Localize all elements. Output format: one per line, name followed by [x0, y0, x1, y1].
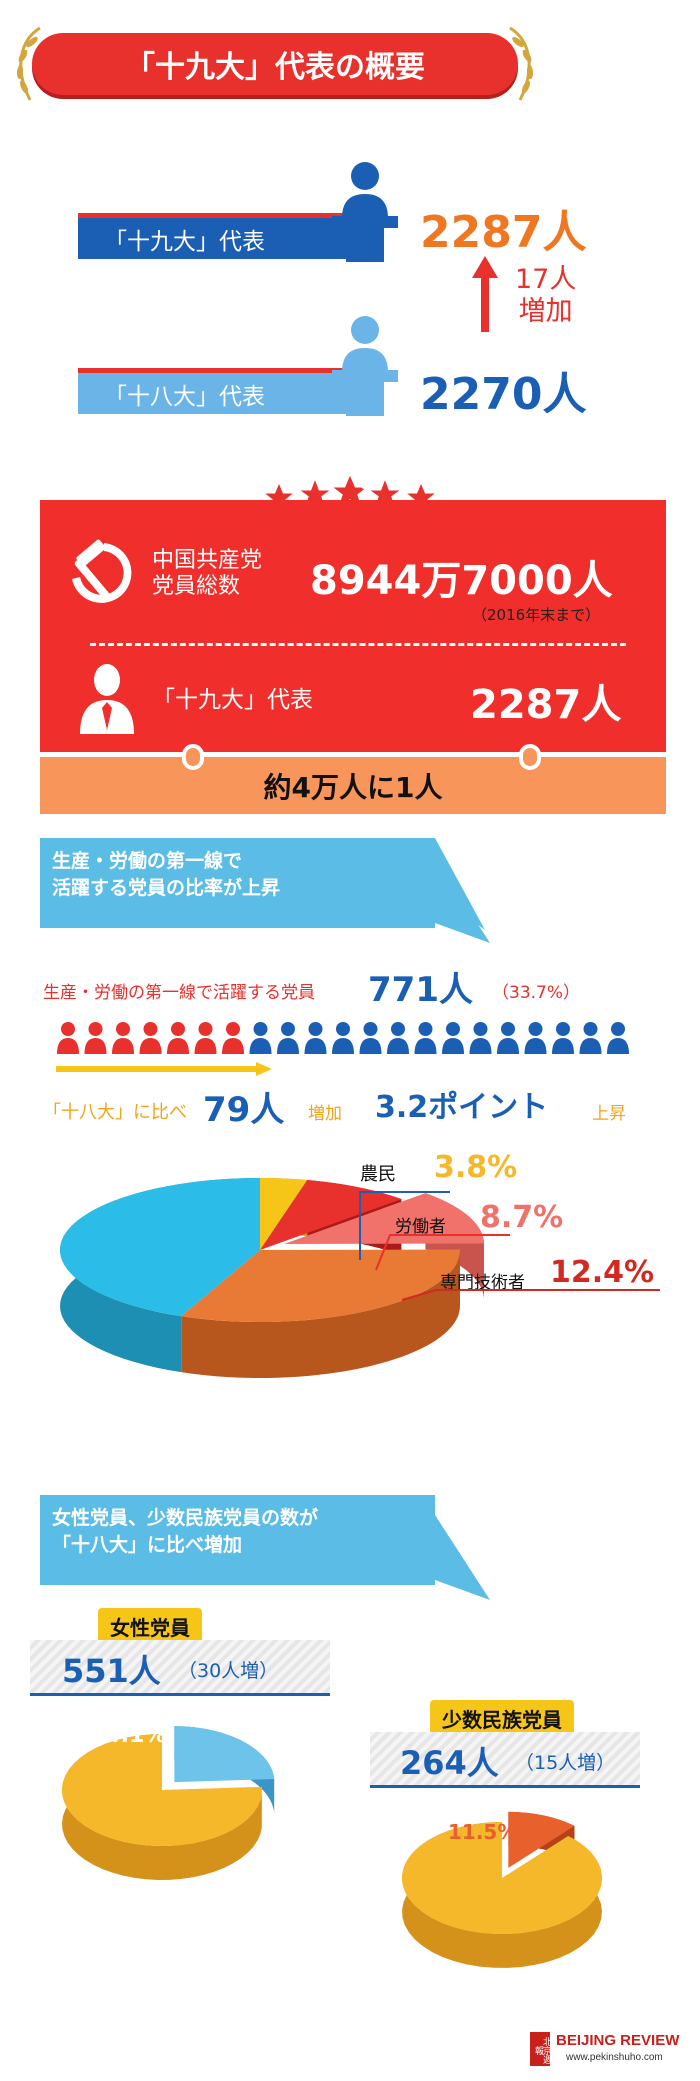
members-note: （2016年末まで）	[472, 606, 601, 624]
delegates-18-count: 2270人	[420, 369, 587, 420]
laurel-right-icon	[509, 26, 534, 101]
diversity-callout-line1: 女性党員、少数民族党員の数が	[52, 1507, 319, 1529]
points-value: 3.2ポイント	[375, 1090, 549, 1125]
frontline-stat-value: 771人	[368, 970, 473, 1010]
increase-arrow-icon	[472, 256, 498, 332]
person-icon	[414, 1022, 437, 1054]
other-b-slice	[59, 1178, 261, 1317]
minority-box	[370, 1732, 640, 1788]
women-count: 551人	[62, 1652, 161, 1690]
laurel-left-icon	[16, 26, 41, 101]
farmer-slice	[260, 1178, 308, 1250]
compare-label: 「十八大」に比べ	[43, 1102, 187, 1123]
other-a-slice	[181, 1249, 460, 1322]
divider	[90, 643, 626, 646]
minority-pie-chart	[401, 1811, 602, 1968]
technician-label: 専門技術者	[440, 1273, 525, 1293]
page-title: 「十九大」代表の概要	[32, 33, 518, 95]
increase-label: 17人 増加	[515, 264, 576, 328]
person-icon	[442, 1022, 464, 1054]
ring-right-icon	[519, 744, 541, 770]
others-slice	[401, 1822, 602, 1934]
pictogram-people	[57, 1022, 629, 1054]
technician-slice	[283, 1193, 484, 1244]
delegates-count-panel: 2287人	[470, 682, 622, 728]
delegates-19-label: 「十九大」代表	[78, 213, 368, 259]
women-slice	[174, 1726, 275, 1783]
person-icon	[607, 1022, 629, 1054]
delegate-person-icon	[80, 664, 134, 734]
farmer-label: 農民	[360, 1164, 396, 1185]
minority-slice	[508, 1811, 575, 1868]
delegates-19-count: 2287人	[420, 207, 587, 258]
person-icon	[84, 1022, 107, 1054]
person-icon	[249, 1022, 272, 1054]
members-label-line1: 中国共産党	[152, 548, 263, 573]
footer-url: www.pekinshuho.com	[566, 2052, 663, 2063]
worker-value: 8.7%	[480, 1200, 564, 1235]
person-icon	[194, 1022, 217, 1054]
person-icon	[469, 1022, 492, 1054]
speaker-podium-light-icon	[332, 316, 398, 416]
increase-amount: 17人	[515, 264, 577, 295]
farmer-value: 3.8%	[434, 1150, 518, 1185]
person-icon	[359, 1022, 382, 1054]
compare-value: 79人	[203, 1090, 285, 1130]
increase-word: 増加	[518, 296, 573, 327]
ring-left-icon	[182, 744, 204, 770]
technician-value: 12.4%	[550, 1255, 655, 1290]
person-icon	[167, 1022, 189, 1054]
worker-slice	[260, 1180, 402, 1250]
diversity-callout: 女性党員、少数民族党員の数が 「十八大」に比べ増加	[52, 1505, 318, 1559]
frontline-stat-percent: （33.7%）	[492, 983, 581, 1003]
occupation-pie-chart	[59, 1178, 484, 1378]
ratio-bar: 約4万人に1人	[40, 757, 666, 814]
other-a-side	[181, 1249, 460, 1378]
highlight-arrow-icon	[56, 1062, 272, 1076]
frontline-callout-line1: 生産・労働の第一線で	[52, 850, 243, 872]
women-tag: 女性党員	[98, 1608, 202, 1645]
person-icon	[57, 1022, 79, 1054]
others-slice	[61, 1734, 262, 1846]
hammer-sickle-icon	[72, 539, 132, 603]
person-icon	[497, 1022, 519, 1054]
party-stats-panel	[40, 500, 666, 752]
women-percent: 24.1%	[90, 1723, 167, 1748]
members-label-line2: 党員総数	[152, 574, 241, 599]
women-increase: （30人増）	[178, 1660, 279, 1682]
members-label: 中国共産党 党員総数	[152, 548, 262, 600]
delegates-18-label: 「十八大」代表	[78, 368, 368, 414]
person-icon	[524, 1022, 547, 1054]
person-icon	[552, 1022, 574, 1054]
frontline-stat-label: 生産・労働の第一線で活躍する党員	[43, 983, 315, 1003]
women-box	[30, 1640, 330, 1696]
frontline-callout-line2: 活躍する党員の比率が上昇	[52, 877, 281, 899]
person-icon	[139, 1022, 162, 1054]
person-icon	[332, 1022, 354, 1054]
delegates-label-panel: 「十九大」代表	[152, 687, 313, 713]
person-icon	[112, 1022, 134, 1054]
minority-percent: 11.5%	[448, 1820, 518, 1844]
speaker-podium-icon	[332, 162, 398, 262]
person-icon	[304, 1022, 327, 1054]
frontline-callout: 生産・労働の第一線で 活躍する党員の比率が上昇	[52, 848, 280, 902]
minority-increase: （15人増）	[515, 1752, 616, 1774]
person-icon	[222, 1022, 244, 1054]
diversity-callout-line2: 「十八大」に比べ増加	[52, 1534, 243, 1556]
frontline-callout-shape	[40, 838, 490, 943]
person-icon	[579, 1022, 602, 1054]
worker-label: 労働者	[395, 1217, 446, 1237]
points-suffix: 上昇	[592, 1104, 626, 1124]
footer-logo-cn: 北京週報	[530, 2032, 551, 2066]
members-count: 8944万7000人	[310, 558, 613, 604]
women-pie-chart	[61, 1726, 275, 1880]
occupation-leader-lines	[359, 1191, 660, 1301]
person-icon	[387, 1022, 409, 1054]
diversity-callout-shape	[40, 1495, 490, 1600]
minority-tag: 少数民族党員	[430, 1700, 574, 1737]
compare-suffix: 増加	[308, 1104, 342, 1124]
footer-logo-en: BEIJING REVIEW	[556, 2032, 680, 2049]
person-icon	[277, 1022, 299, 1054]
minority-count: 264人	[400, 1744, 499, 1782]
